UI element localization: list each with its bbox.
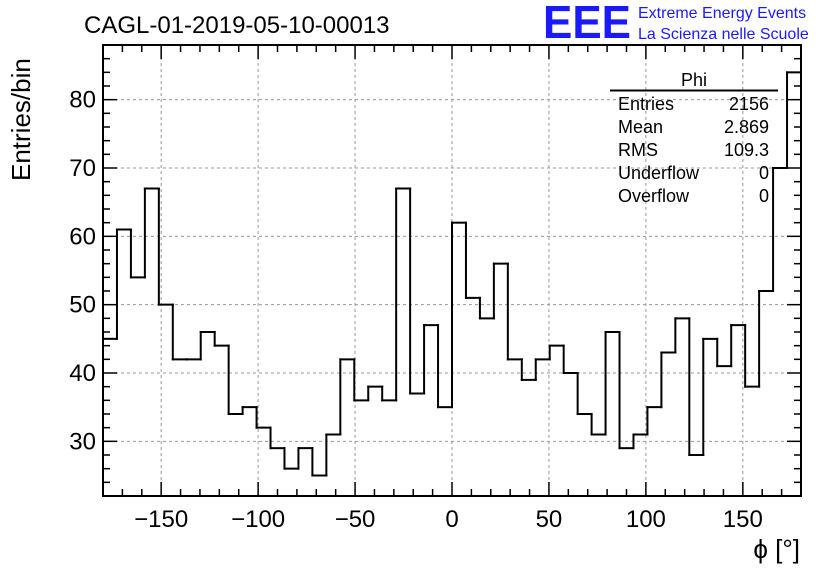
stats-label-entries: Entries <box>618 94 674 114</box>
stats-value-rms: 109.3 <box>724 140 769 160</box>
x-tick-label-4: 50 <box>536 506 563 533</box>
chart-title: CAGL-01-2019-05-10-00013 <box>84 12 390 39</box>
stats-label-mean: Mean <box>618 117 663 137</box>
x-tick-label-2: −50 <box>335 506 376 533</box>
stats-label-rms: RMS <box>618 140 658 160</box>
y-tick-label-0: 30 <box>69 428 96 455</box>
stats-rows: Entries 2156 Mean 2.869 RMS 109.3 Underflow 0 Ov… <box>618 94 769 206</box>
y-tick-label-4: 70 <box>69 155 96 182</box>
y-tick-label-1: 40 <box>69 360 96 387</box>
x-tick-label-1: −100 <box>231 506 285 533</box>
stats-label-overflow: Overflow <box>618 186 690 206</box>
logo-line-2: La Scienza nelle Scuole <box>638 26 809 43</box>
y-axis: 30 40 50 60 70 80 <box>69 44 801 497</box>
y-tick-label-2: 50 <box>69 292 96 319</box>
stats-value-mean: 2.869 <box>724 117 769 137</box>
x-tick-label-3: 0 <box>445 506 458 533</box>
stats-box: Phi Entries 2156 Mean 2.869 RMS 109.3 Underflo… <box>610 70 778 206</box>
logo-line-1: Extreme Energy Events <box>638 5 806 22</box>
stats-value-underflow: 0 <box>759 163 769 183</box>
y-axis-label: Entries/bin <box>6 58 36 181</box>
x-tick-label-5: 100 <box>626 506 666 533</box>
stats-title: Phi <box>681 70 707 90</box>
y-tick-label-3: 60 <box>69 223 96 250</box>
stats-value-entries: 2156 <box>729 94 769 114</box>
y-tick-label-5: 80 <box>69 87 96 114</box>
stats-label-underflow: Underflow <box>618 163 700 183</box>
stats-value-overflow: 0 <box>759 186 769 206</box>
eee-logo: EEE <box>543 0 631 48</box>
x-tick-label-0: −150 <box>134 506 188 533</box>
x-axis: −150 −100 −50 0 50 100 150 <box>102 45 802 533</box>
x-tick-label-6: 150 <box>723 506 763 533</box>
x-axis-label: ϕ [°] <box>753 534 800 564</box>
